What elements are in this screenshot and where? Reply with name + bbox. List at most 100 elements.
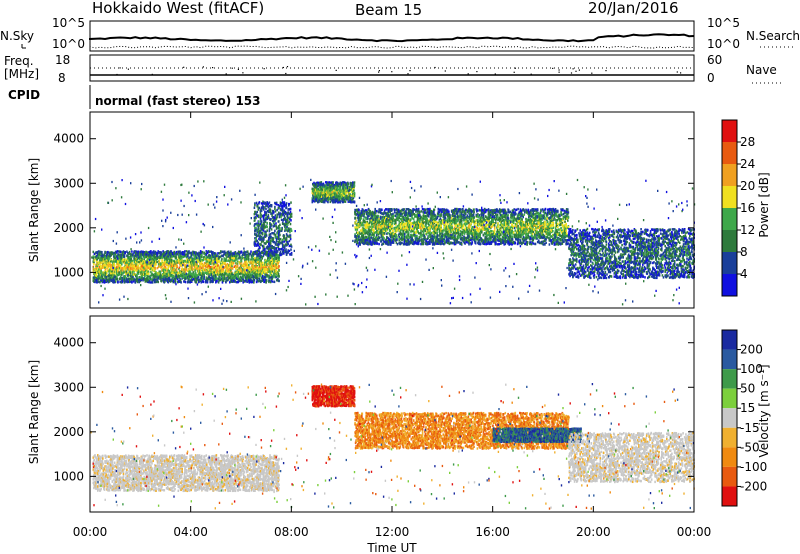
echo-cell xyxy=(116,272,118,275)
echo-cell xyxy=(178,267,180,271)
echo-cell xyxy=(190,280,193,283)
freq-unit: [MHz] xyxy=(4,67,39,81)
echo-cell xyxy=(97,278,100,281)
echo-cell xyxy=(170,279,172,282)
echo-cell xyxy=(103,255,105,258)
station-title: Hokkaido West (fitACF) xyxy=(92,0,264,17)
echo-cell xyxy=(165,275,168,278)
echo-cell xyxy=(197,278,200,281)
echo-cell xyxy=(179,250,181,253)
echo-cell xyxy=(270,228,273,231)
echo-cell xyxy=(256,210,258,214)
echo-cell xyxy=(275,239,278,243)
echo-cell xyxy=(95,263,97,267)
echo-cell xyxy=(126,262,129,265)
echo-cell xyxy=(127,260,130,264)
echo-cell xyxy=(120,267,123,270)
echo-cell xyxy=(175,270,178,274)
echo-cell xyxy=(154,264,156,268)
echo-cell xyxy=(133,259,136,262)
echo-cell xyxy=(150,270,152,274)
echo-cell xyxy=(158,259,161,262)
echo-cell xyxy=(168,276,171,279)
echo-cell xyxy=(171,255,174,258)
echo-cell xyxy=(180,251,182,254)
echo-cell xyxy=(107,250,109,254)
echo-cell xyxy=(108,268,110,272)
echo-cell xyxy=(119,250,122,253)
echo-cell xyxy=(227,250,230,253)
echo-cell xyxy=(172,278,175,281)
echo-cell xyxy=(191,275,194,278)
echo-cell xyxy=(109,278,111,281)
echo-cell xyxy=(95,257,97,261)
echo-cell xyxy=(131,270,134,274)
echo-cell xyxy=(154,272,156,276)
echo-cell xyxy=(193,259,195,262)
echo-cell xyxy=(192,260,194,263)
echo-cell xyxy=(272,237,275,240)
echo-cell xyxy=(158,260,161,264)
echo-cell xyxy=(340,199,342,203)
echo-cell xyxy=(140,267,142,271)
echo-cell xyxy=(117,250,120,253)
echo-cell xyxy=(108,254,110,257)
echo-cell xyxy=(237,273,239,277)
echo-cell xyxy=(96,263,98,266)
echo-cell xyxy=(121,263,123,266)
echo-cell xyxy=(285,206,288,209)
echo-cell xyxy=(111,276,113,279)
echo-cell xyxy=(129,258,131,261)
echo-cell xyxy=(118,250,121,253)
echo-cell xyxy=(152,250,155,253)
echo-cell xyxy=(153,254,156,258)
echo-cell xyxy=(126,266,129,269)
echo-cell xyxy=(142,272,145,276)
echo-cell xyxy=(131,276,133,279)
echo-cell xyxy=(114,280,117,283)
echo-cell xyxy=(93,278,96,281)
echo-cell xyxy=(127,280,130,284)
echo-cell xyxy=(132,275,134,278)
echo-cell xyxy=(194,271,197,275)
echo-cell xyxy=(159,253,162,256)
echo-cell xyxy=(146,258,148,261)
echo-cell xyxy=(192,250,194,253)
echo-cell xyxy=(141,259,144,262)
echo-cell xyxy=(150,278,153,281)
echo-cell xyxy=(188,268,190,272)
echo-cell xyxy=(123,258,125,261)
echo-cell xyxy=(274,210,277,213)
echo-cell xyxy=(163,274,165,277)
echo-cell xyxy=(275,225,278,229)
echo-cell xyxy=(120,260,123,263)
echo-cell xyxy=(180,256,182,259)
echo-cell xyxy=(343,183,345,186)
echo-cell xyxy=(103,256,106,259)
echo-cell xyxy=(190,255,192,259)
echo-cell xyxy=(258,220,260,223)
echo-cell xyxy=(165,267,168,271)
echo-cell xyxy=(99,252,102,256)
echo-cell xyxy=(152,278,155,282)
echo-cell xyxy=(97,263,100,266)
echo-cell xyxy=(104,256,107,259)
echo-cell xyxy=(232,257,235,260)
echo-cell xyxy=(123,255,126,258)
echo-cell xyxy=(140,251,143,254)
echo-cell xyxy=(109,251,111,254)
echo-cell xyxy=(139,259,142,262)
echo-cell xyxy=(118,273,120,276)
echo-cell xyxy=(278,269,280,272)
echo-cell xyxy=(189,275,191,278)
echo-cell xyxy=(199,279,201,283)
echo-cell xyxy=(170,271,173,274)
echo-cell xyxy=(283,201,286,204)
echo-cell xyxy=(163,255,165,258)
echo-cell xyxy=(167,267,170,270)
echo-cell xyxy=(192,258,195,261)
echo-cell xyxy=(145,280,148,283)
echo-cell xyxy=(240,250,243,253)
echo-cell xyxy=(154,275,156,278)
echo-cell xyxy=(133,265,136,268)
